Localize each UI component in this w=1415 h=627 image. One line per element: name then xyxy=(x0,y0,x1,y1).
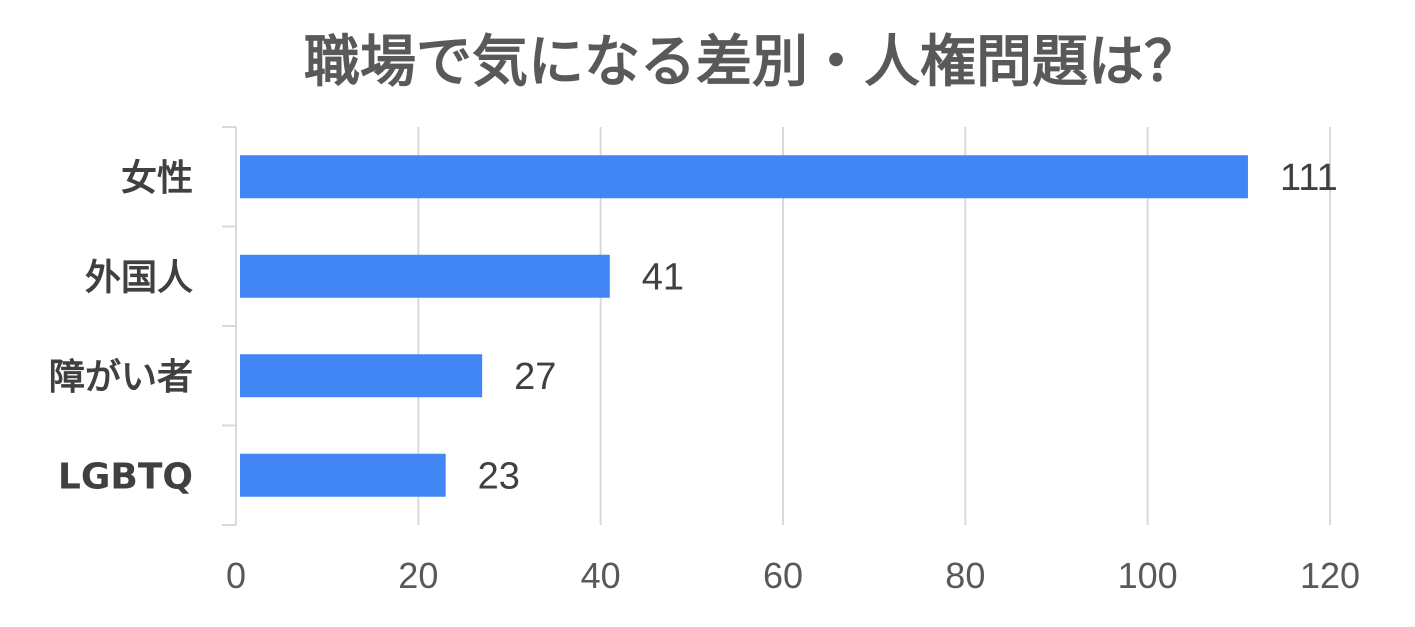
x-tick-label: 100 xyxy=(1118,555,1178,596)
x-tick-label: 60 xyxy=(763,555,803,596)
category-axis xyxy=(222,126,237,526)
chart-title: 職場で気になる差別・人権問題は？ xyxy=(304,30,1200,95)
bar xyxy=(240,453,446,497)
bar xyxy=(240,354,483,398)
bar xyxy=(240,254,610,298)
x-tick-label: 20 xyxy=(398,555,438,596)
x-tick-label: 0 xyxy=(226,555,246,596)
x-tick-label: 80 xyxy=(945,555,985,596)
bars xyxy=(240,155,1248,497)
data-labels: 111 41 27 23 xyxy=(478,157,1338,498)
category-label: 外国人 xyxy=(85,257,193,298)
data-label: 41 xyxy=(642,256,684,298)
x-tick-label: 40 xyxy=(581,555,621,596)
bar xyxy=(240,155,1248,199)
data-label: 27 xyxy=(514,356,556,398)
data-label: 111 xyxy=(1280,157,1338,199)
x-tick-label: 120 xyxy=(1300,555,1360,596)
data-label: 23 xyxy=(478,455,520,497)
category-label: 障がい者 xyxy=(49,357,193,398)
category-label: LGBTQ xyxy=(58,456,193,497)
category-label: 女性 xyxy=(121,158,193,199)
x-tick-labels: 0 20 40 60 80 100 120 xyxy=(226,555,1360,596)
